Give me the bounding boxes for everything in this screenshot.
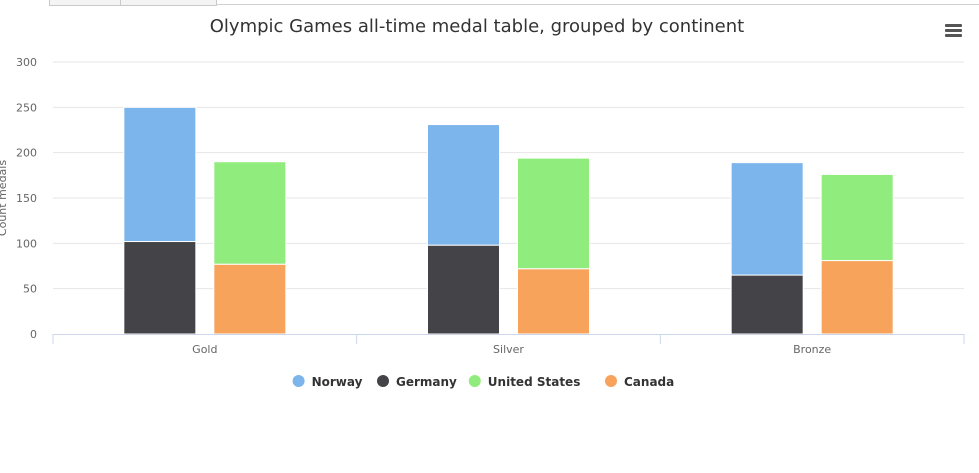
legend-item-norway[interactable]: Norway xyxy=(292,375,363,389)
bar-germany-silver xyxy=(427,244,500,335)
x-tick-label: Bronze xyxy=(793,343,831,356)
gridlines xyxy=(53,61,964,290)
y-tick-label: 0 xyxy=(30,328,37,341)
legend-label: Germany xyxy=(396,375,457,389)
bar-germany-bronze xyxy=(730,274,804,335)
legend-marker xyxy=(292,375,305,387)
legend-marker xyxy=(468,375,481,387)
top-divider xyxy=(216,4,979,5)
bar-canada-gold xyxy=(213,263,287,335)
bar-united-states-silver xyxy=(517,157,590,270)
y-tick-label: 100 xyxy=(16,237,37,250)
y-axis-title: Count medals xyxy=(0,160,9,236)
bar-united-states-bronze xyxy=(820,173,894,262)
hamburger-menu-icon[interactable] xyxy=(945,24,962,38)
bars xyxy=(123,106,894,335)
bar-norway-gold xyxy=(123,106,197,243)
y-tick-label: 150 xyxy=(16,192,37,205)
legend-item-united-states[interactable]: United States xyxy=(468,375,581,389)
legend: Norway Germany United States Canada xyxy=(292,375,674,389)
y-tick-label: 300 xyxy=(16,56,37,69)
legend-marker xyxy=(605,375,617,387)
tab-fragment-2[interactable] xyxy=(120,0,217,6)
top-tab-strip xyxy=(0,0,979,6)
x-tick-label: Silver xyxy=(493,343,524,356)
bar-germany-gold xyxy=(123,241,197,335)
bar-norway-silver xyxy=(427,124,500,246)
legend-label: Norway xyxy=(312,375,363,389)
legend-label: United States xyxy=(488,375,581,389)
bar-united-states-gold xyxy=(213,161,287,265)
x-axis: Gold Silver Bronze xyxy=(52,334,965,356)
y-axis-ticks: 0 50 100 150 200 250 300 xyxy=(16,56,37,341)
legend-marker xyxy=(377,375,389,387)
bar-canada-bronze xyxy=(820,260,894,335)
legend-label: Canada xyxy=(624,375,674,389)
legend-item-germany[interactable]: Germany xyxy=(377,375,457,389)
chart-title: Olympic Games all-time medal table, grou… xyxy=(210,16,744,37)
legend-item-canada[interactable]: Canada xyxy=(605,375,674,389)
y-tick-label: 50 xyxy=(23,283,37,296)
y-tick-label: 250 xyxy=(16,101,37,114)
bar-norway-bronze xyxy=(730,162,804,276)
y-tick-label: 200 xyxy=(16,147,37,160)
x-tick-label: Gold xyxy=(192,343,217,356)
bar-canada-silver xyxy=(517,268,590,335)
